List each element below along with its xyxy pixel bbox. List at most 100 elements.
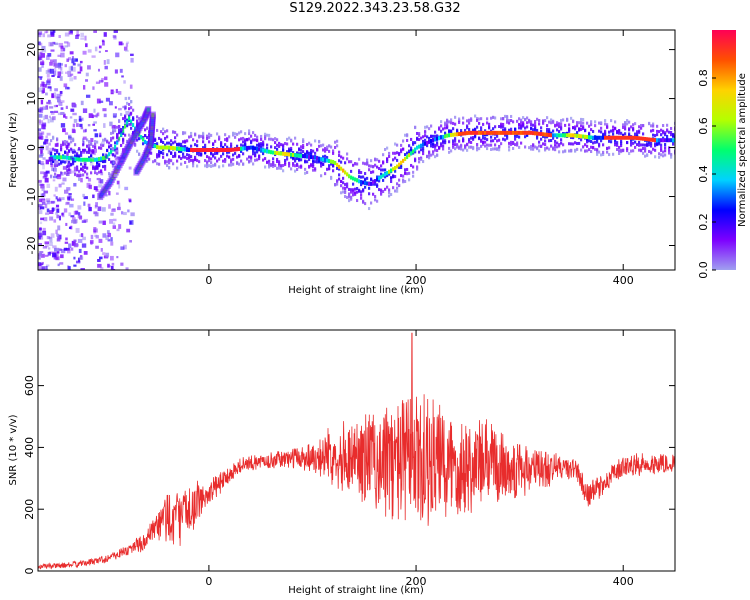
heatmap-cell [47, 118, 50, 124]
heatmap-cell [396, 158, 399, 162]
heatmap-cell [558, 133, 561, 138]
heatmap-cell [125, 267, 129, 270]
heatmap-cell [406, 138, 409, 142]
heatmap-cell [530, 123, 533, 127]
heatmap-cell [111, 147, 115, 151]
heatmap-cell [41, 60, 44, 65]
heatmap-cell [52, 135, 55, 139]
heatmap-cell [98, 157, 101, 162]
heatmap-cell [112, 131, 115, 135]
heatmap-cell [430, 141, 433, 145]
heatmap-cell [462, 148, 465, 152]
heatmap-cell [342, 156, 345, 160]
heatmap-cell [412, 165, 415, 169]
heatmap-cell [392, 167, 395, 172]
heatmap-cell [660, 138, 663, 143]
heatmap-cell [60, 171, 63, 175]
heatmap-cell [70, 163, 73, 167]
spectrogram-heatmap [38, 30, 675, 270]
heatmap-cell [662, 129, 665, 133]
heatmap-cell [164, 145, 167, 150]
heatmap-cell [106, 59, 110, 65]
heatmap-cell [82, 168, 85, 172]
heatmap-cell [184, 145, 187, 149]
heatmap-cell [117, 157, 122, 161]
heatmap-cell [628, 128, 631, 132]
heatmap-cell [45, 170, 50, 174]
heatmap-cell [274, 146, 277, 150]
heatmap-cell [136, 138, 139, 142]
heatmap-cell [254, 146, 257, 151]
heatmap-cell [90, 137, 94, 143]
heatmap-cell [43, 172, 47, 178]
heatmap-cell [202, 146, 205, 150]
heatmap-cell [184, 155, 187, 159]
heatmap-cell [496, 147, 499, 151]
heatmap-cell [124, 186, 129, 191]
heatmap-cell [584, 129, 587, 133]
heatmap-cell [198, 135, 201, 139]
heatmap-cell [186, 139, 189, 143]
heatmap-cell [482, 136, 485, 140]
heatmap-cell [162, 155, 165, 159]
heatmap-cell [394, 169, 397, 173]
heatmap-cell [346, 172, 349, 177]
heatmap-cell [200, 148, 203, 152]
heatmap-cell [45, 212, 50, 215]
heatmap-cell [480, 144, 483, 148]
heatmap-cell [60, 171, 64, 176]
heatmap-cell [176, 133, 179, 137]
heatmap-cell [49, 150, 53, 156]
heatmap-cell [71, 217, 76, 222]
heatmap-cell [94, 204, 97, 209]
heatmap-cell [470, 130, 473, 135]
heatmap-cell [432, 134, 435, 138]
heatmap-cell [310, 151, 313, 155]
heatmap-cell [452, 121, 455, 125]
heatmap-cell [292, 163, 295, 167]
heatmap-cell [522, 116, 525, 120]
heatmap-cell [604, 131, 607, 135]
heatmap-cell [470, 118, 473, 122]
heatmap-cell [660, 153, 663, 157]
heatmap-cell [52, 179, 56, 182]
heatmap-cell [117, 132, 122, 135]
heatmap-cell [142, 142, 145, 146]
heatmap-cell [296, 157, 299, 161]
heatmap-cell [426, 135, 429, 139]
heatmap-cell [116, 228, 120, 232]
heatmap-cell [118, 162, 123, 166]
heatmap-cell [656, 142, 659, 146]
heatmap-cell [440, 135, 443, 140]
heatmap-cell [610, 140, 613, 144]
heatmap-cell [302, 154, 305, 159]
heatmap-cell [112, 113, 117, 118]
heatmap-cell [60, 107, 64, 110]
heatmap-cell [640, 143, 643, 147]
heatmap-cell [208, 140, 211, 144]
heatmap-cell [83, 162, 87, 168]
heatmap-cell [194, 133, 197, 137]
heatmap-cell [540, 129, 543, 133]
heatmap-cell [540, 126, 543, 130]
heatmap-cell [362, 161, 365, 165]
heatmap-cell [544, 139, 547, 143]
heatmap-cell [604, 122, 607, 126]
heatmap-cell [292, 142, 295, 146]
heatmap-cell [452, 132, 455, 137]
heatmap-cell [128, 107, 131, 111]
heatmap-cell [178, 155, 181, 159]
heatmap-cell [50, 200, 56, 204]
heatmap-cell [248, 159, 251, 163]
heatmap-cell [262, 158, 265, 162]
heatmap-cell [498, 145, 501, 149]
heatmap-cell [38, 205, 42, 210]
heatmap-cell [622, 149, 625, 153]
heatmap-cell [292, 156, 295, 160]
heatmap-cell [112, 34, 117, 38]
heatmap-cell [424, 134, 427, 138]
heatmap-cell [608, 130, 611, 134]
heatmap-cell [86, 150, 89, 154]
heatmap-cell [38, 232, 43, 236]
